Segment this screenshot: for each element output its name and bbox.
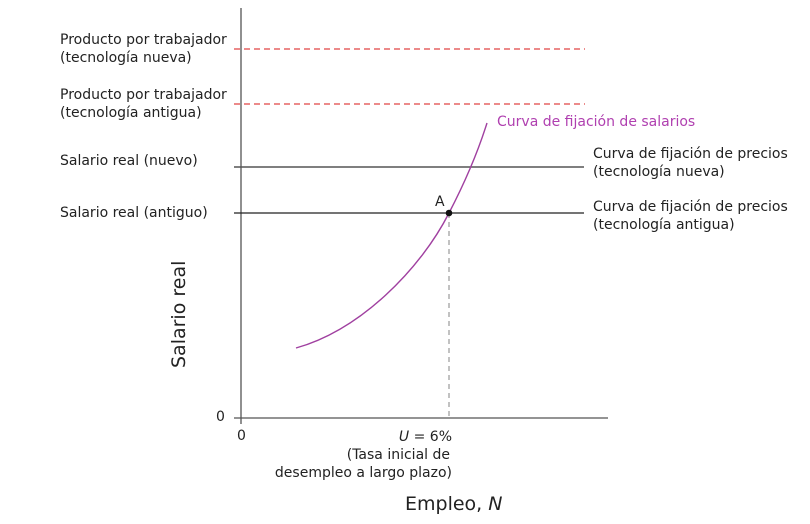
x-axis-title: Empleo, N xyxy=(405,493,502,515)
u-value-label: U = 6% xyxy=(270,428,452,446)
price-new-label: Curva de fijación de precios (tecnología… xyxy=(593,145,788,181)
u-note-line2: desempleo a largo plazo) xyxy=(274,465,452,481)
x-axis-variable: N xyxy=(488,493,503,515)
u-variable: U xyxy=(398,429,410,445)
product-new-label-line1: Producto por trabajador xyxy=(60,32,227,48)
product-old-label-line2: (tecnología antigua) xyxy=(60,105,202,121)
x-zero-label: 0 xyxy=(237,428,246,444)
price-old-label: Curva de fijación de precios (tecnología… xyxy=(593,198,788,234)
point-a-label: A xyxy=(435,194,445,210)
wage-setting-curve xyxy=(295,122,488,349)
price-new-label-line1: Curva de fijación de precios xyxy=(593,146,788,162)
point-a xyxy=(445,209,453,217)
product-old-label-line1: Producto por trabajador xyxy=(60,87,227,103)
price-old-label-line2: (tecnología antigua) xyxy=(593,217,735,233)
wage-curve-label: Curva de fijación de salarios xyxy=(497,114,696,130)
y-zero-label: 0 xyxy=(216,409,225,425)
product-new-label-line2: (tecnología nueva) xyxy=(60,50,192,66)
u-value: = 6% xyxy=(409,429,452,445)
price-new-label-line2: (tecnología nueva) xyxy=(593,164,725,180)
y-axis-title: Salario real xyxy=(168,260,190,368)
price-old-label-line1: Curva de fijación de precios xyxy=(593,199,788,215)
u-annotation: U = 6% (Tasa inicial de desempleo a larg… xyxy=(270,428,452,482)
u-note-line1: (Tasa inicial de xyxy=(346,447,450,463)
wage-new-label: Salario real (nuevo) xyxy=(60,153,198,169)
product-new-label: Producto por trabajador (tecnología nuev… xyxy=(60,31,227,67)
x-axis-title-text: Empleo, xyxy=(405,493,489,515)
wage-old-label: Salario real (antiguo) xyxy=(60,205,208,221)
product-old-label: Producto por trabajador (tecnología anti… xyxy=(60,86,227,122)
